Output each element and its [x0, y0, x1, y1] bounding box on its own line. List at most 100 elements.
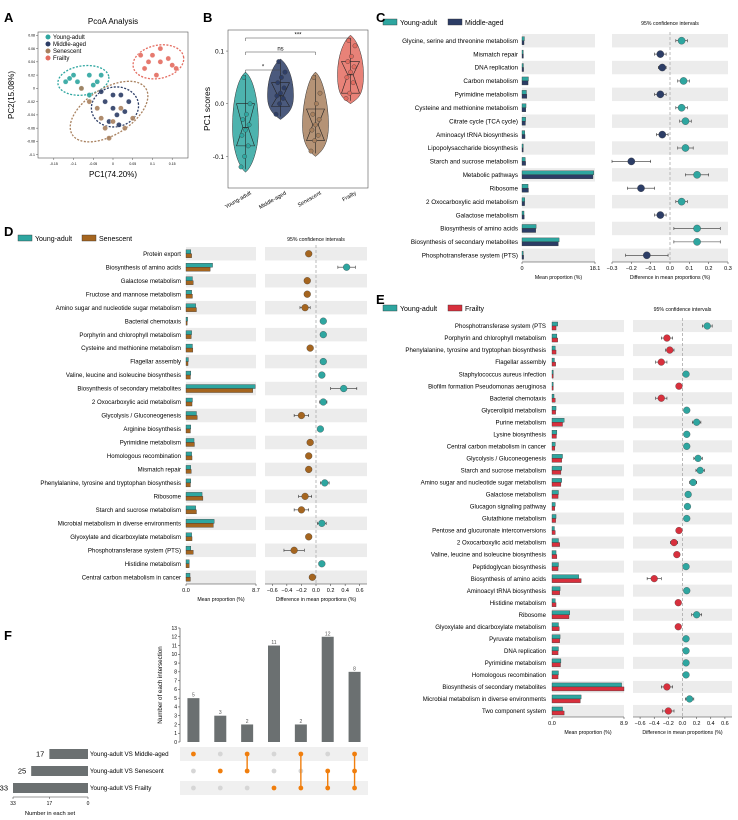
panel-c-row-stripe-right — [612, 248, 728, 262]
violin-point — [350, 80, 356, 86]
violin-point — [345, 59, 351, 64]
panel-e-bar-b — [551, 506, 556, 511]
panel-d-category-label: Microbial metabolism in diverse environm… — [58, 520, 181, 527]
panel-c-bar-a — [521, 49, 524, 55]
panel-d-legend-swatch-b — [81, 234, 97, 242]
pcoa-ellipse-2 — [90, 86, 140, 128]
panel-d-category-label: 2 Oxocarboxylic acid metabolism — [92, 399, 181, 406]
panel-d-right-tick-label: −0.6 — [267, 588, 278, 594]
panel-d-row-stripe-left — [186, 570, 256, 584]
panel-e-diff-point — [683, 502, 691, 511]
panel-c-bar-a — [521, 251, 524, 256]
panel-letter-b: B — [203, 10, 212, 25]
pcoa-xtick-label: -0.05 — [89, 162, 97, 166]
panel-c-row-stripe-left — [522, 87, 595, 102]
panel-d-bar-a — [185, 303, 196, 308]
panel-d-ci-title: 95% confidence intervals — [287, 237, 345, 243]
panel-e-bar-a — [551, 574, 579, 579]
panel-letter-c: C — [376, 10, 386, 25]
panel-c-diff-point — [677, 36, 686, 45]
violin-point — [274, 93, 280, 99]
panel-e-bar-b — [551, 470, 562, 475]
pcoa-point — [165, 55, 172, 62]
panel-d-row-stripe-right — [265, 462, 367, 477]
panel-e-diff-point — [696, 466, 704, 474]
panel-c-right-xlabel: Difference in mean proportions (%) — [630, 275, 711, 281]
panel-e-right-tick-label: −0.4 — [649, 721, 660, 727]
pcoa-point — [145, 59, 152, 65]
panel-c-right-tick-label: −0.1 — [645, 266, 656, 272]
panel-c-bar-b — [521, 94, 528, 99]
panel-e-bar-a — [551, 381, 554, 387]
panel-e-row-stripe-left — [552, 536, 624, 549]
panel-e-right-tick-label: 0.0 — [679, 721, 687, 727]
panel-c-diff-point — [681, 144, 690, 152]
panel-e-bar-a — [551, 658, 562, 664]
panel-d-row-stripe-right — [265, 247, 367, 261]
panel-e-legend-label-a: Young-adult — [400, 306, 437, 313]
panel-e-row-stripe-left — [552, 416, 624, 429]
panel-e-diff-point — [693, 418, 701, 426]
violin-point — [317, 90, 323, 96]
panel-e-bar-a — [551, 646, 559, 652]
panel-c-diff-point — [656, 211, 665, 219]
panel-c-right-tick-label: 0.2 — [705, 266, 713, 272]
violin-sig-label: ns — [277, 47, 283, 53]
panel-e-category-label: Glyoxylate and dicarboxylate metabolism — [435, 624, 546, 631]
panel-d-row-stripe-left — [186, 273, 256, 288]
panel-e-bar-b — [551, 446, 556, 451]
pcoa-point — [78, 85, 85, 92]
panel-d-category-label: Mismatch repair — [138, 467, 181, 474]
pcoa-ylabel: PC2(15.08%) — [7, 71, 16, 119]
panel-c-category-label: Pyrimidine metabolism — [455, 92, 518, 99]
panel-d-bar-a — [185, 505, 196, 511]
panel-e-bar-a — [551, 418, 565, 423]
pcoa-point — [157, 59, 164, 65]
panel-c-bar-b — [521, 228, 536, 233]
panel-e-row-stripe-left — [552, 488, 624, 501]
panel-e-category-label: Aminoacyl tRNA biosynthesis — [467, 588, 546, 595]
panel-e-legend-label-b: Frailty — [465, 306, 485, 313]
panel-e-row-stripe-right — [633, 680, 732, 693]
panel-e-row-stripe-left — [552, 320, 624, 333]
panel-d-diff-point — [316, 425, 324, 433]
panel-e-row-stripe-right — [633, 416, 732, 429]
panel-d-bar-b — [185, 388, 253, 393]
panel-d-bar-b — [185, 469, 192, 474]
pcoa-point — [62, 78, 69, 85]
panel-c-category-label: Lipopolysaccharide biosynthesis — [428, 145, 518, 152]
panel-c-category-label: Metabolic pathways — [463, 172, 518, 179]
upset-ytick-label: 7 — [174, 678, 177, 684]
violin-sig-bracket — [245, 37, 351, 41]
violin-point — [276, 59, 282, 64]
panel-d-bar-b — [185, 442, 195, 447]
panel-e-diff-point — [657, 394, 665, 402]
panel-e-right-tick-label: 0.4 — [707, 721, 715, 727]
panel-d-left-tick-label: 8.7 — [252, 588, 260, 594]
panel-e-category-label: Biosynthesis of secondary metabolites — [442, 684, 546, 691]
panel-d-bar-a — [185, 424, 192, 430]
panel-c-bar-b — [521, 80, 529, 86]
panel-c-category-label: Phosphotransferase system (PTS) — [422, 252, 518, 259]
panel-e-diff-point — [682, 671, 690, 679]
panel-d-diff-point — [318, 560, 326, 568]
upset-ytick-label: 11 — [172, 643, 177, 649]
panel-c-row-stripe-right — [612, 194, 728, 209]
violin-point — [239, 132, 245, 138]
panel-e-diff-point — [693, 611, 701, 619]
panel-c-bar-b — [521, 121, 526, 126]
panel-d-bar-b — [185, 523, 214, 528]
panel-e-category-label: Biosynthesis of amino acids — [471, 576, 546, 583]
upset-ytick-label: 6 — [174, 687, 177, 693]
panel-d-bar-a — [185, 397, 193, 403]
panel-e-diff-point — [689, 478, 697, 486]
upset-ylabel: Number of each intersection — [157, 646, 164, 724]
panel-e-bar-a — [551, 550, 557, 555]
upset-set-tick-label: 17 — [47, 801, 53, 807]
panel-c-bar-b — [521, 174, 594, 179]
violin-point — [281, 85, 287, 91]
panel-e-ci-title: 95% confidence intervals — [654, 307, 712, 313]
panel-d-bar-a — [185, 316, 188, 322]
panel-e-bar-b — [551, 578, 582, 583]
panel-e-diff-point — [682, 635, 690, 643]
